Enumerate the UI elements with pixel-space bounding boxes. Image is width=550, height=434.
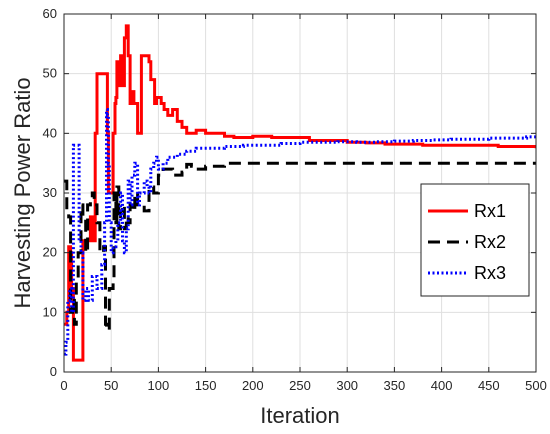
x-tick-label: 450 [478,378,500,393]
y-tick-label: 20 [43,245,57,260]
x-tick-label: 300 [336,378,358,393]
x-axis-title: Iteration [260,403,340,428]
y-tick-label: 60 [43,6,57,21]
legend: Rx1 Rx2 Rx3 [420,183,530,297]
series-line-rx1 [64,24,536,362]
y-tick-label: 40 [43,125,57,140]
y-axis-title: Harvesting Power Ratio [10,77,35,308]
x-tick-label: 400 [431,378,453,393]
y-tick-label: 50 [43,66,57,81]
x-tick-label: 50 [104,378,118,393]
x-tick-label: 200 [242,378,264,393]
x-tick-label: 250 [289,378,311,393]
series-group [64,24,536,362]
y-tick-label: 0 [50,364,57,379]
series-line-rx2 [64,161,536,332]
y-tick-label: 10 [43,304,57,319]
legend-label-rx3: Rx3 [474,263,506,283]
x-tick-label: 500 [525,378,547,393]
x-tick-label: 350 [384,378,406,393]
legend-label-rx2: Rx2 [474,232,506,252]
y-tick-labels: 0 10 20 30 40 50 60 [43,6,57,379]
series-line-rx3 [64,108,536,356]
y-tick-label: 30 [43,185,57,200]
x-tick-label: 0 [60,378,67,393]
legend-box [420,183,530,297]
x-tick-labels: 0 50 100 150 200 250 300 350 400 450 500 [60,378,546,393]
x-tick-label: 150 [195,378,217,393]
axis-ticks [63,13,537,373]
legend-label-rx1: Rx1 [474,201,506,221]
x-tick-label: 100 [148,378,170,393]
